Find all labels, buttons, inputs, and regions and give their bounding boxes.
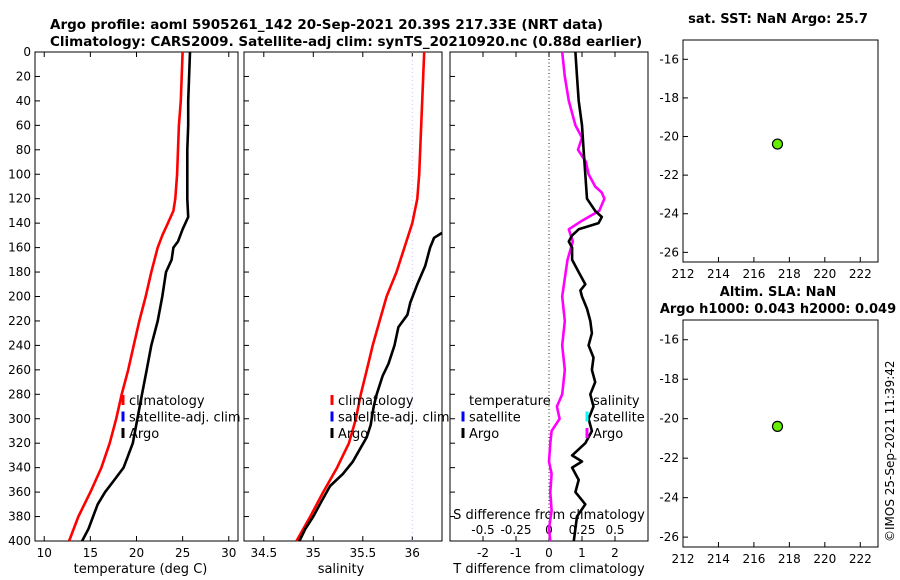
temp-ytick-label: 180	[8, 265, 31, 279]
sal-series-climatology	[295, 51, 426, 542]
diff-s-legend-label: Argo	[593, 427, 623, 442]
timestamp-stamp: ©IMOS 25-Sep-2021 11:39:42	[883, 360, 897, 542]
sla-map-ytick-label: -22	[659, 451, 679, 465]
sal-series-argo	[298, 231, 443, 542]
temp-ytick-label: 40	[16, 94, 31, 108]
diff-s-tick-label: -0.5	[471, 523, 494, 537]
sst-map-ytick-label: -22	[659, 168, 679, 182]
header-line1: Argo profile: aoml 5905261_142 20-Sep-20…	[50, 17, 603, 33]
sla-map-frame	[682, 319, 879, 548]
diff-xtick-label: 0	[545, 546, 553, 560]
sal-legend-label: climatology	[338, 394, 414, 409]
sst-map-xtick-label: 216	[742, 267, 765, 281]
sal-xtick-label: 34.5	[250, 546, 277, 560]
temp-ytick-label: 300	[8, 412, 31, 426]
diff-t-legend-label: temperature	[469, 394, 551, 409]
temp-xlabel: temperature (deg C)	[74, 562, 208, 577]
diff-xlabel: T difference from climatology	[452, 562, 645, 577]
temp-ytick-label: 400	[8, 534, 31, 548]
sal-legend-label: Argo	[338, 427, 368, 442]
temp-ytick-label: 80	[16, 143, 31, 157]
temp-ytick-label: 280	[8, 387, 31, 401]
temp-ytick-label: 160	[8, 241, 31, 255]
sla-map-ytick-label: -20	[659, 412, 679, 426]
sst-map-title: sat. SST: NaN Argo: 25.7	[688, 12, 868, 27]
diff-s-tick-label: 0.5	[605, 523, 624, 537]
temp-xtick-label: 30	[221, 546, 236, 560]
sal-xtick-label: 35.5	[349, 546, 376, 560]
sal-xtick-label: 35	[306, 546, 321, 560]
temp-xtick-label: 10	[37, 546, 52, 560]
sst-map-ytick-label: -20	[659, 130, 679, 144]
temp-series-argo	[80, 51, 192, 542]
diff-s-axis-label: S difference from climatology	[453, 508, 645, 523]
sst-map-ytick-label: -26	[659, 245, 679, 259]
sla-map-subtitle: Argo h1000: 0.043 h2000: 0.049	[660, 302, 896, 317]
sst-map-xtick-label: 214	[707, 267, 730, 281]
sla-map-xtick-label: 220	[813, 552, 836, 566]
diff-xtick-label: -2	[477, 546, 489, 560]
sst-map-ytick-label: -16	[659, 52, 679, 66]
temp-ytick-label: 220	[8, 314, 31, 328]
temp-ytick-label: 200	[8, 290, 31, 304]
diff-xtick-label: 1	[578, 546, 586, 560]
sla-map-title: Altim. SLA: NaN	[720, 285, 836, 300]
sst-map-frame	[682, 39, 879, 263]
temp-legend-label: Argo	[129, 427, 159, 442]
diff-s-tick-label: -0.25	[500, 523, 531, 537]
sal-xtick-label: 36	[405, 546, 420, 560]
sal-legend-label: satellite-adj. clim	[338, 411, 450, 426]
temp-ytick-label: 100	[8, 167, 31, 181]
sla-map-ytick-label: -16	[659, 333, 679, 347]
temp-ytick-label: 380	[8, 510, 31, 524]
temp-frame	[34, 51, 239, 542]
sla-map-argo-point	[771, 420, 784, 432]
temp-xtick-label: 20	[129, 546, 144, 560]
temp-ytick-label: 120	[8, 192, 31, 206]
sla-map-ytick-label: -26	[659, 530, 679, 544]
temp-xtick-label: 15	[83, 546, 98, 560]
diff-t-legend-label: Argo	[469, 427, 499, 442]
temp-xtick-label: 25	[175, 546, 190, 560]
temp-legend-label: satellite-adj. clim	[129, 411, 241, 426]
temp-ytick-label: 20	[16, 69, 31, 83]
sla-map-xtick-label: 218	[778, 552, 801, 566]
sal-xlabel: salinity	[318, 562, 365, 577]
diff-series-temperature	[567, 51, 604, 542]
sla-map-xtick-label: 216	[742, 552, 765, 566]
sst-map-argo-point	[771, 138, 784, 150]
header-line2: Climatology: CARS2009. Satellite-adj cli…	[50, 34, 642, 50]
sst-map-xtick-label: 220	[813, 267, 836, 281]
sst-map-ytick-label: -24	[659, 207, 679, 221]
diff-s-tick-label: 0.25	[569, 523, 596, 537]
temp-ytick-label: 60	[16, 118, 31, 132]
diff-xtick-label: 2	[611, 546, 619, 560]
sst-map-ytick-label: -18	[659, 91, 679, 105]
diff-series-salinity	[547, 51, 606, 542]
diff-t-legend-label: satellite	[469, 411, 521, 426]
diff-s-legend-label: satellite	[593, 411, 645, 426]
diff-xtick-label: -1	[510, 546, 522, 560]
temp-series-climatology	[67, 51, 184, 542]
temp-ytick-label: 340	[8, 461, 31, 475]
diff-s-legend-label: salinity	[593, 394, 640, 409]
temp-ytick-label: 240	[8, 338, 31, 352]
sla-map-xtick-label: 222	[849, 552, 872, 566]
sla-map-xtick-label: 214	[707, 552, 730, 566]
temp-ytick-label: 260	[8, 363, 31, 377]
sla-map-ytick-label: -24	[659, 491, 679, 505]
temp-ytick-label: 360	[8, 485, 31, 499]
temp-ytick-label: 320	[8, 436, 31, 450]
temp-ytick-label: 0	[23, 45, 31, 59]
temp-ytick-label: 140	[8, 216, 31, 230]
sst-map-xtick-label: 218	[778, 267, 801, 281]
sst-map-xtick-label: 222	[849, 267, 872, 281]
sst-map-xtick-label: 212	[672, 267, 695, 281]
temp-legend-label: climatology	[129, 394, 205, 409]
sla-map-xtick-label: 212	[672, 552, 695, 566]
sla-map-ytick-label: -18	[659, 372, 679, 386]
